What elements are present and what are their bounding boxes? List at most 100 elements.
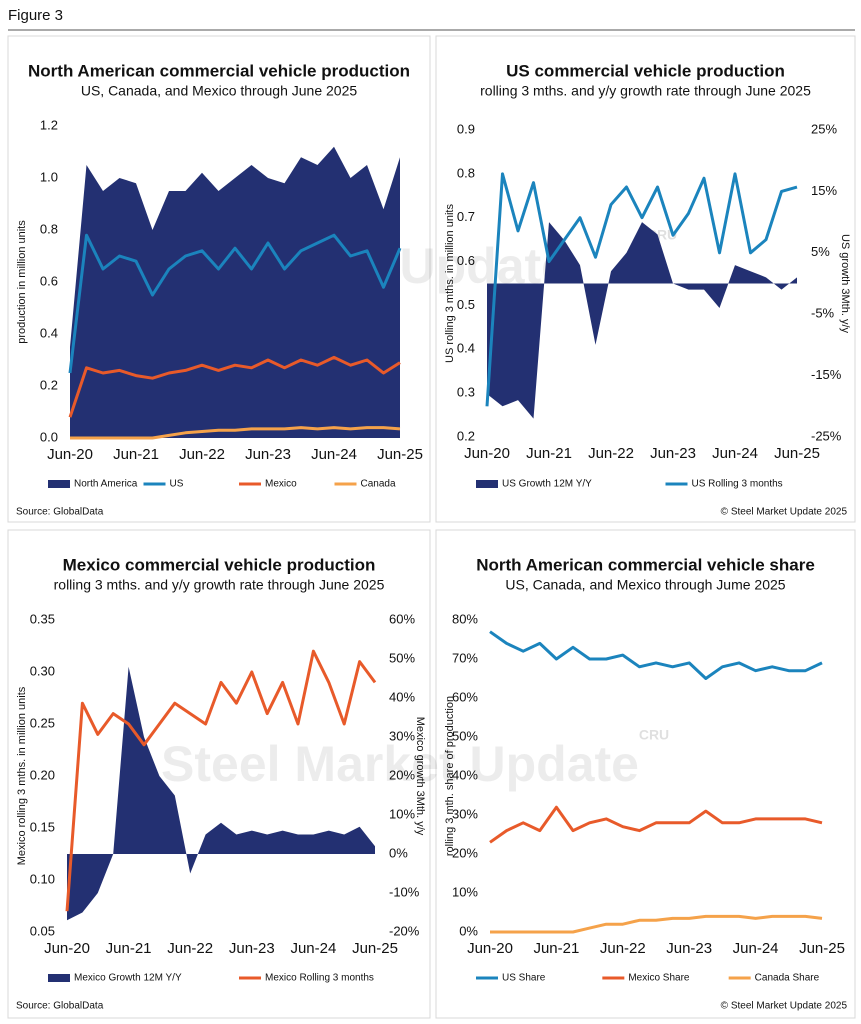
line-series xyxy=(490,914,823,934)
x-tick-label: Jun-24 xyxy=(712,445,758,462)
legend-label: US Rolling 3 months xyxy=(692,479,783,490)
area-series xyxy=(70,146,400,439)
x-tick-label: Jun-24 xyxy=(733,940,779,957)
y-tick-label: 1.0 xyxy=(40,169,58,184)
y-tick-label: 0.2 xyxy=(457,428,475,443)
x-tick-label: Jun-21 xyxy=(526,445,572,462)
x-tick-label: Jun-20 xyxy=(47,446,93,463)
source: © Steel Market Update 2025 xyxy=(721,507,848,518)
legend-label: Mexico xyxy=(265,479,297,490)
y-tick-label: 80% xyxy=(452,611,478,626)
y-tick-label: 1.2 xyxy=(40,117,58,132)
x-tick-label: Jun-23 xyxy=(650,445,696,462)
x-tick-label: Jun-24 xyxy=(311,446,357,463)
legend-label: Canada xyxy=(361,479,396,490)
y2-tick-label: -10% xyxy=(389,884,420,899)
y-tick-label: 0.7 xyxy=(457,209,475,224)
line-series xyxy=(485,172,798,407)
y-tick-label: 0.3 xyxy=(457,385,475,400)
y-tick-label: 0.10 xyxy=(30,871,55,886)
y-tick-label: 0.9 xyxy=(457,121,475,136)
y-tick-label: 0.05 xyxy=(30,923,55,938)
y-tick-label: 0.8 xyxy=(40,221,58,236)
line-series xyxy=(489,630,823,680)
y-tick-label: 60% xyxy=(452,689,478,704)
x-tick-label: Jun-25 xyxy=(377,446,423,463)
x-tick-label: Jun-22 xyxy=(179,446,225,463)
y-tick-label: 0.8 xyxy=(457,165,475,180)
x-tick-label: Jun-20 xyxy=(467,940,513,957)
x-tick-label: Jun-25 xyxy=(799,940,845,957)
legend-swatch xyxy=(476,480,498,488)
y2-tick-label: 50% xyxy=(389,650,415,665)
area-series xyxy=(67,666,375,921)
y-tick-label: 0% xyxy=(459,923,478,938)
x-tick-label: Jun-23 xyxy=(245,446,291,463)
chart-subtitle: rolling 3 mths. and y/y growth rate thro… xyxy=(480,83,811,99)
y2-tick-label: 25% xyxy=(811,121,837,136)
legend-swatch xyxy=(48,480,70,488)
line-series xyxy=(65,649,377,912)
y-tick-label: 0.35 xyxy=(30,611,55,626)
y-tick-label: 0.4 xyxy=(457,341,475,356)
chart-title: US commercial vehicle production xyxy=(506,61,785,80)
legend-swatch xyxy=(48,974,70,982)
y2-tick-label: 0% xyxy=(389,845,408,860)
y2-tick-label: 5% xyxy=(811,244,830,259)
x-tick-label: Jun-21 xyxy=(113,446,159,463)
x-tick-label: Jun-23 xyxy=(229,940,275,957)
chart-title: Mexico commercial vehicle production xyxy=(63,555,376,574)
legend-label: US Share xyxy=(502,973,546,984)
y-tick-label: 30% xyxy=(452,806,478,821)
y2-axis-label: US growth 3Mth. y/y xyxy=(839,234,851,334)
y-tick-label: 0.6 xyxy=(40,273,58,288)
chart-title: North American commercial vehicle share xyxy=(476,555,815,574)
x-tick-label: Jun-23 xyxy=(666,940,712,957)
y2-tick-label: 60% xyxy=(389,611,415,626)
legend-label: North America xyxy=(74,479,138,490)
y-tick-label: 0.25 xyxy=(30,715,55,730)
y2-tick-label: 30% xyxy=(389,728,415,743)
x-tick-label: Jun-22 xyxy=(600,940,646,957)
chart-subtitle: US, Canada, and Mexico through Jume 2025 xyxy=(505,577,785,593)
y-tick-label: 0.30 xyxy=(30,663,55,678)
y-tick-label: 20% xyxy=(452,845,478,860)
x-tick-label: Jun-25 xyxy=(352,940,398,957)
legend-label: US Growth 12M Y/Y xyxy=(502,479,592,490)
y-axis-label: rolling 3 mth. share of production xyxy=(444,696,456,856)
x-tick-label: Jun-21 xyxy=(533,940,579,957)
y-tick-label: 0.4 xyxy=(40,325,58,340)
x-tick-label: Jun-20 xyxy=(464,445,510,462)
y-tick-label: 70% xyxy=(452,650,478,665)
source: Source: GlobalData xyxy=(16,507,104,518)
area-series xyxy=(487,222,797,419)
y-tick-label: 0.5 xyxy=(457,297,475,312)
y2-tick-label: -25% xyxy=(811,428,842,443)
legend-label: Mexico Rolling 3 months xyxy=(265,973,374,984)
line-series xyxy=(70,426,401,440)
y-axis-label: production in million units xyxy=(16,220,28,344)
chart-subtitle: rolling 3 mths. and y/y growth rate thro… xyxy=(54,577,385,593)
x-tick-label: Jun-21 xyxy=(106,940,152,957)
x-tick-label: Jun-22 xyxy=(167,940,213,957)
y-tick-label: 0.2 xyxy=(40,377,58,392)
legend-label: Canada Share xyxy=(755,973,820,984)
x-tick-label: Jun-24 xyxy=(290,940,336,957)
y-tick-label: 40% xyxy=(452,767,478,782)
y-axis-label: Mexico rolling 3 mths. in million units xyxy=(16,686,28,865)
x-tick-label: Jun-20 xyxy=(44,940,90,957)
chart-subtitle: US, Canada, and Mexico through June 2025 xyxy=(81,83,358,99)
y2-tick-label: 40% xyxy=(389,689,415,704)
chart-title: North American commercial vehicle produc… xyxy=(28,61,410,80)
y-tick-label: 50% xyxy=(452,728,478,743)
y-tick-label: 0.20 xyxy=(30,767,55,782)
line-series xyxy=(68,233,402,374)
x-tick-label: Jun-25 xyxy=(774,445,820,462)
x-tick-label: Jun-22 xyxy=(588,445,634,462)
legend-label: Mexico Growth 12M Y/Y xyxy=(74,973,182,984)
y-tick-label: 0.6 xyxy=(457,253,475,268)
legend-label: Mexico Share xyxy=(628,973,690,984)
y-tick-label: 0.0 xyxy=(40,429,58,444)
y2-tick-label: 10% xyxy=(389,806,415,821)
